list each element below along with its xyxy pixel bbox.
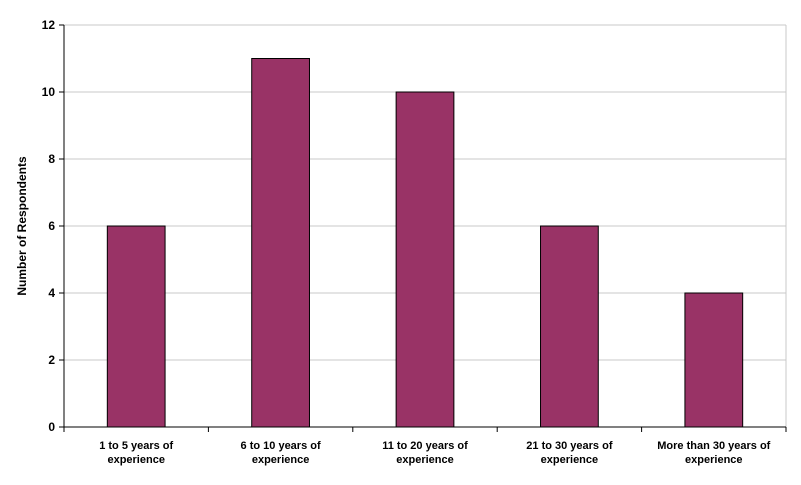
- x-axis: [63, 426, 787, 432]
- x-category-label-line: 6 to 10 years of: [241, 440, 321, 452]
- x-category-label-line: 1 to 5 years of: [99, 440, 173, 452]
- y-tick-label: 12: [42, 18, 56, 32]
- x-category-label-line: 21 to 30 years of: [526, 440, 613, 452]
- y-tick-label: 10: [42, 85, 56, 99]
- y-tick-label: 6: [48, 219, 55, 233]
- x-category-label-line: experience: [685, 454, 742, 466]
- x-category-label-line: More than 30 years of: [657, 440, 770, 452]
- y-tick-label: 0: [48, 420, 55, 434]
- bar: [684, 292, 744, 428]
- bar: [540, 225, 599, 428]
- bar: [251, 58, 310, 428]
- x-category-label-line: experience: [252, 454, 309, 466]
- x-category-label-line: experience: [107, 454, 164, 466]
- x-category-label-line: 11 to 20 years of: [382, 440, 468, 452]
- bars: [106, 58, 744, 428]
- y-axis: 0 2 4 6 8 10 12: [42, 18, 65, 434]
- y-tick-label: 4: [48, 286, 55, 300]
- x-category-label: 11 to 20 years of experience: [382, 440, 468, 466]
- x-category-label: More than 30 years of experience: [657, 440, 770, 466]
- y-tick-label: 2: [48, 353, 55, 367]
- x-category-label: 1 to 5 years of experience: [99, 440, 173, 466]
- x-category-label: 6 to 10 years of experience: [241, 440, 321, 466]
- x-category-label-line: experience: [541, 454, 598, 466]
- bar: [395, 91, 455, 428]
- x-category-label-line: experience: [396, 454, 453, 466]
- bar: [106, 225, 166, 428]
- x-category-label: 21 to 30 years of experience: [526, 440, 613, 466]
- y-tick-label: 8: [48, 152, 55, 166]
- y-axis-title: Number of Respondents: [15, 156, 29, 296]
